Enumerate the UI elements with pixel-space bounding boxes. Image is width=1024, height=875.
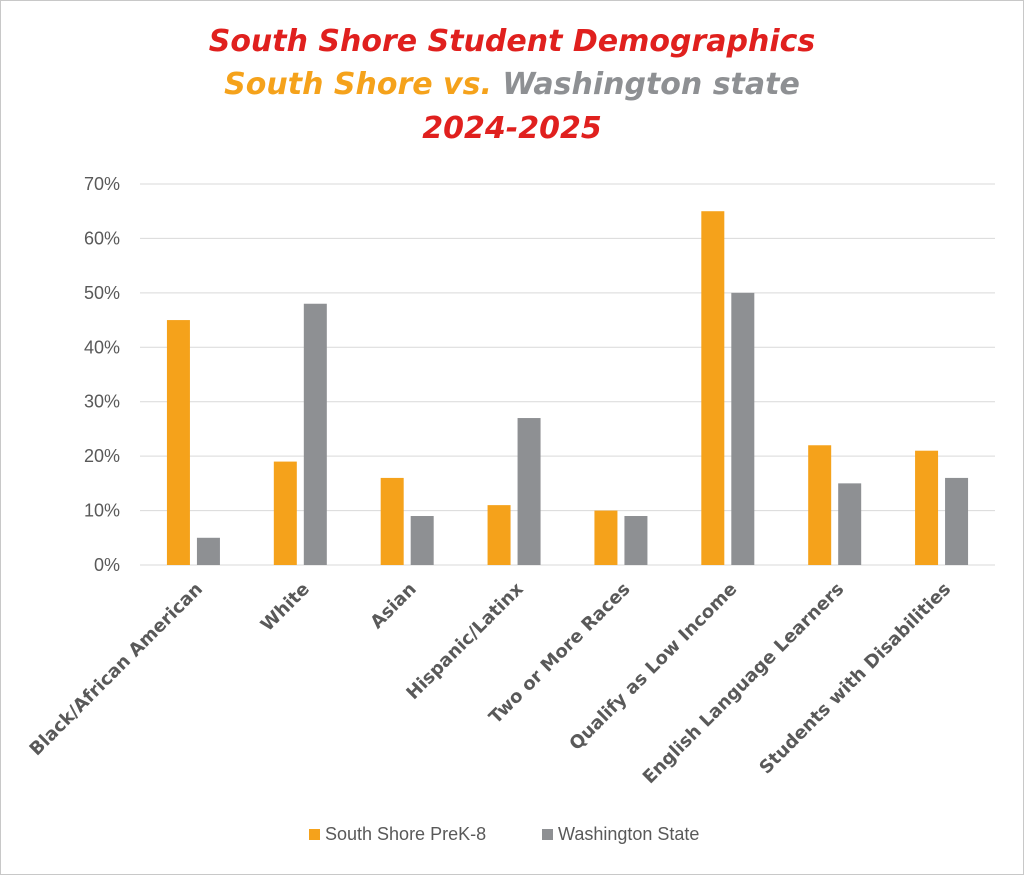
chart-title-line-3: 2024-2025 bbox=[0, 111, 1024, 146]
y-tick-label: 40% bbox=[84, 337, 120, 357]
y-tick-label: 70% bbox=[84, 174, 120, 194]
chart-year: 2024-2025 bbox=[422, 111, 602, 146]
y-tick-label: 60% bbox=[84, 228, 120, 248]
chart-title: South Shore Student Demographics bbox=[208, 24, 816, 59]
chart-title-line-2: South Shore vs. Washington state bbox=[0, 67, 1024, 102]
bar bbox=[487, 505, 511, 565]
chart-subtitle-washington: Washington state bbox=[502, 67, 800, 102]
bar bbox=[945, 477, 969, 565]
bar bbox=[410, 516, 434, 565]
y-tick-label: 50% bbox=[84, 283, 120, 303]
chart-title-line-1: South Shore Student Demographics bbox=[0, 24, 1024, 59]
bar bbox=[166, 320, 190, 565]
y-tick-label: 0% bbox=[94, 555, 120, 575]
bar bbox=[196, 537, 220, 565]
legend-swatch bbox=[542, 829, 553, 840]
bar bbox=[915, 450, 939, 565]
bar bbox=[594, 510, 618, 565]
bar bbox=[517, 418, 541, 565]
x-tick-label: Qualify as Low Income bbox=[565, 579, 741, 755]
legend-swatch bbox=[309, 829, 320, 840]
x-tick-label: Black/African American bbox=[26, 579, 207, 760]
y-tick-label: 30% bbox=[84, 392, 120, 412]
bar bbox=[808, 445, 832, 565]
bar bbox=[303, 303, 327, 565]
bar bbox=[624, 516, 648, 565]
legend-label: South Shore PreK-8 bbox=[325, 824, 486, 844]
x-tick-label: Students with Disabilities bbox=[755, 579, 955, 779]
bar bbox=[701, 211, 725, 565]
bar bbox=[731, 292, 755, 565]
bar bbox=[380, 477, 404, 565]
bar bbox=[838, 483, 862, 565]
legend-label: Washington State bbox=[558, 824, 699, 844]
x-tick-label: White bbox=[257, 579, 314, 636]
x-tick-label: Hispanic/Latinx bbox=[402, 578, 527, 703]
bar bbox=[273, 461, 297, 565]
x-tick-label: English Language Learners bbox=[639, 579, 848, 788]
chart-subtitle-south-shore: South Shore vs. bbox=[224, 67, 492, 102]
y-tick-label: 20% bbox=[84, 446, 120, 466]
y-tick-label: 10% bbox=[84, 501, 120, 521]
x-tick-label: Asian bbox=[366, 579, 420, 633]
